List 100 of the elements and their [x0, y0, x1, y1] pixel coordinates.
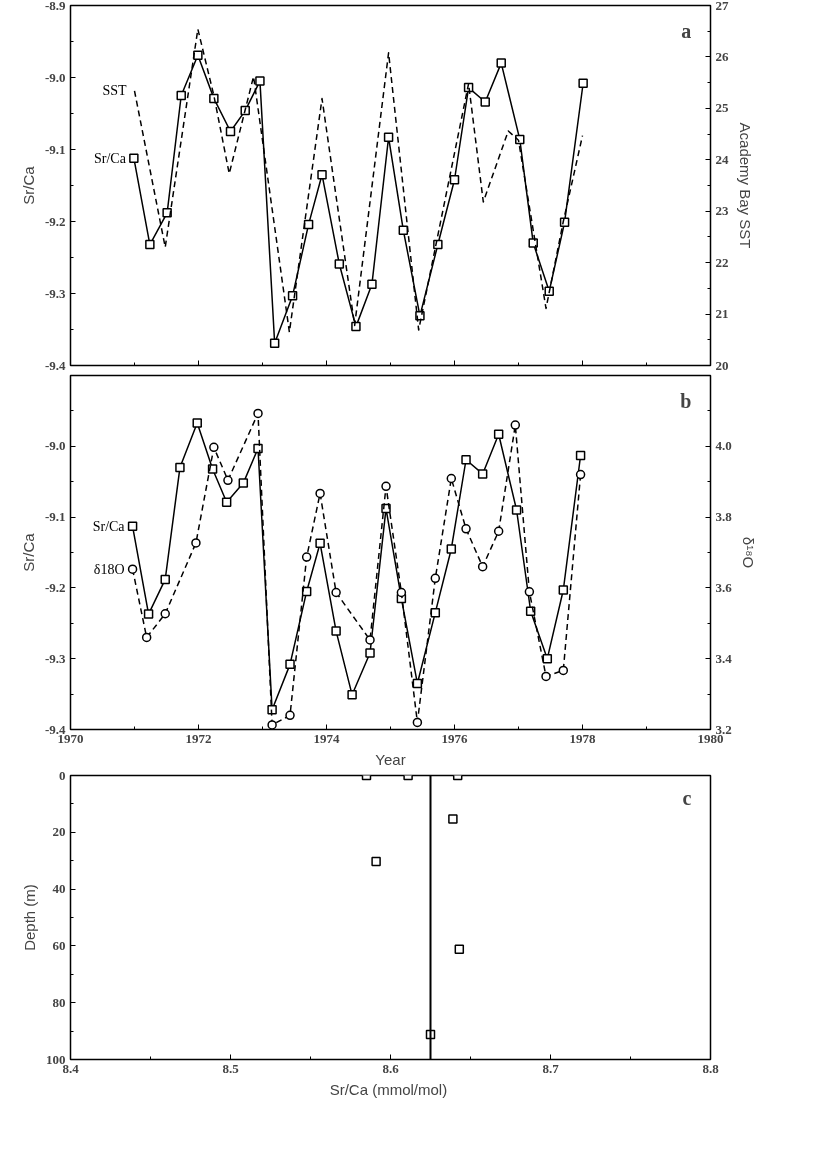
- x-axis-title: Sr/Ca (mmol/mol): [329, 1080, 448, 1098]
- point: [225, 126, 236, 137]
- y-axis-title: Depth (m): [21, 884, 38, 951]
- legend-label: Sr/Ca: [92, 518, 126, 534]
- point: [477, 561, 488, 572]
- point: [496, 58, 506, 68]
- point: [575, 450, 586, 461]
- annotation: b: [680, 389, 692, 412]
- point: [331, 626, 341, 636]
- y-axis-title: Sr/Ca: [19, 165, 37, 205]
- point: [461, 524, 471, 534]
- point: [454, 944, 465, 955]
- y-tick-label: -9.1: [44, 141, 66, 157]
- legend-label: Sr/Ca: [93, 150, 127, 166]
- x-tick-label: 8.5: [222, 1060, 240, 1076]
- point: [192, 418, 202, 428]
- point: [269, 338, 280, 348]
- point: [528, 238, 538, 248]
- point: [493, 429, 504, 440]
- y-tick-label: -9.2: [44, 579, 66, 595]
- point: [542, 653, 553, 664]
- y-tick-label: 60: [52, 937, 66, 953]
- point: [396, 587, 407, 598]
- point: [315, 538, 325, 549]
- point: [371, 856, 381, 867]
- point: [558, 665, 569, 676]
- point: [285, 659, 295, 670]
- point: [446, 544, 457, 554]
- point: [381, 481, 391, 492]
- point: [383, 132, 394, 143]
- point: [221, 497, 232, 507]
- y-tick-label: -9.2: [44, 213, 66, 229]
- y-axis-title: Sr/Ca: [19, 532, 37, 572]
- point: [145, 239, 155, 250]
- point: [461, 455, 471, 465]
- y2-tick-label: 21: [715, 306, 729, 322]
- point: [541, 671, 551, 682]
- point: [238, 478, 249, 488]
- x-tick-label: 1972: [185, 730, 212, 746]
- point: [448, 814, 458, 824]
- point: [398, 225, 409, 235]
- x-axis-title: Year: [375, 750, 406, 768]
- y2-tick-label: 3.4: [715, 650, 733, 666]
- point: [430, 573, 441, 584]
- y2-axis-title: Academy Bay SST: [736, 122, 754, 249]
- point: [143, 609, 154, 619]
- x-tick-label: 1976: [441, 730, 468, 746]
- y2-tick-label: 3.6: [715, 579, 733, 595]
- point: [334, 259, 345, 269]
- y-tick-label: 0: [59, 767, 66, 783]
- point: [578, 78, 588, 89]
- point: [446, 473, 457, 484]
- annotation: a: [681, 19, 692, 42]
- y2-tick-label: 27: [715, 0, 729, 13]
- point: [193, 50, 203, 60]
- point: [480, 97, 490, 107]
- point: [267, 704, 277, 715]
- point: [255, 76, 265, 86]
- y-tick-label: -9.0: [44, 69, 66, 85]
- point: [175, 462, 185, 473]
- y2-tick-label: 23: [715, 203, 729, 219]
- x-tick-label: 1978: [569, 730, 596, 746]
- point: [127, 521, 138, 532]
- y-tick-label: -9.4: [44, 357, 66, 373]
- annotation: c: [682, 786, 692, 809]
- point: [315, 488, 325, 499]
- y2-axis-title: δ¹⁸O: [739, 536, 757, 569]
- point: [267, 720, 277, 730]
- y-tick-label: -9.3: [44, 650, 66, 666]
- point: [141, 632, 152, 643]
- point: [351, 321, 361, 332]
- point: [160, 574, 170, 585]
- point: [412, 717, 423, 728]
- point: [558, 585, 569, 595]
- point: [253, 408, 263, 419]
- point: [511, 505, 522, 515]
- x-tick-label: 8.8: [702, 1060, 720, 1076]
- point: [347, 690, 357, 700]
- point: [510, 420, 521, 430]
- y-tick-label: -9.1: [44, 509, 66, 525]
- point: [127, 564, 138, 574]
- point: [317, 169, 327, 180]
- point: [253, 443, 263, 454]
- point: [367, 279, 377, 289]
- y-tick-label: 40: [52, 881, 66, 897]
- point: [209, 442, 219, 453]
- y-tick-label: -9.0: [44, 438, 66, 454]
- point: [191, 538, 201, 548]
- y2-tick-label: 26: [715, 48, 729, 64]
- point: [493, 526, 504, 536]
- point: [365, 635, 375, 645]
- y-tick-label: -8.9: [44, 0, 66, 13]
- y2-tick-label: 20: [715, 357, 729, 373]
- y2-tick-label: 25: [715, 100, 729, 116]
- point: [575, 469, 586, 480]
- y-tick-label: -9.3: [44, 285, 66, 301]
- point: [160, 609, 170, 619]
- x-tick-label: 8.7: [542, 1060, 560, 1076]
- y2-tick-label: 4.0: [715, 438, 732, 454]
- y-tick-label: 20: [52, 824, 66, 840]
